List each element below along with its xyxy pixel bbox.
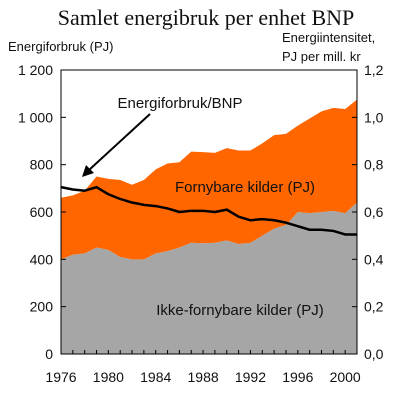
chart-title: Samlet energibruk per enhet BNP [58,5,355,30]
y-axis-right-title-line: PJ per mill. kr [282,49,361,64]
y-right-tick-label: 0,6 [364,204,384,220]
annotation-energy-intensity: Energiforbruk/BNP [117,95,242,112]
x-tick-label: 1992 [235,369,266,385]
x-tick-label: 2000 [330,369,361,385]
y-right-tick-label: 1,2 [364,62,384,78]
y-right-tick-label: 0,4 [364,251,384,267]
annotation-arrow-shaft [88,113,151,171]
area-series-layer [61,99,357,354]
area-renewable [61,99,357,260]
x-tick-label: 1976 [45,369,76,385]
annotation-arrow-head [82,165,94,177]
y-axis-left-ticks: 0 200 400 600 800 1 000 1 200 [18,62,66,362]
y-axis-right-title-line: Energiintensitet, [282,30,375,45]
y-right-tick-label: 0,0 [364,346,384,362]
line-series-layer [60,185,357,236]
y-left-tick-label: 0 [45,346,53,362]
y-left-tick-label: 200 [30,299,54,315]
y-left-tick-label: 800 [30,157,54,173]
y-right-tick-label: 0,8 [364,157,384,173]
area-non-renewable [61,202,357,354]
x-tick-label: 1988 [188,369,219,385]
y-left-tick-label: 600 [30,204,54,220]
x-tick-label: 1980 [93,369,124,385]
y-left-tick-label: 1 200 [18,62,53,78]
x-tick-label: 1984 [140,369,171,385]
y-axis-right-ticks: 0,0 0,2 0,4 0,6 0,8 1,0 1,2 [352,62,384,362]
y-left-tick-label: 400 [30,251,54,267]
y-axis-left-title: Energiforbruk (PJ) [8,39,113,54]
y-right-tick-label: 0,2 [364,299,384,315]
y-left-tick-label: 1 000 [18,109,53,125]
y-axis-right-title: Energiintensitet, PJ per mill. kr [282,30,379,64]
x-tick-label: 1996 [282,369,313,385]
line-energy-intensity [60,185,357,236]
annotation-arrow [82,113,151,177]
x-axis-ticks: 1976 1980 1984 1988 1992 1996 2000 [45,350,361,385]
y-right-tick-label: 1,0 [364,109,384,125]
annotation-renewables: Fornybare kilder (PJ) [175,179,315,196]
annotation-non-renewables: Ikke-fornybare kilder (PJ) [156,302,324,319]
